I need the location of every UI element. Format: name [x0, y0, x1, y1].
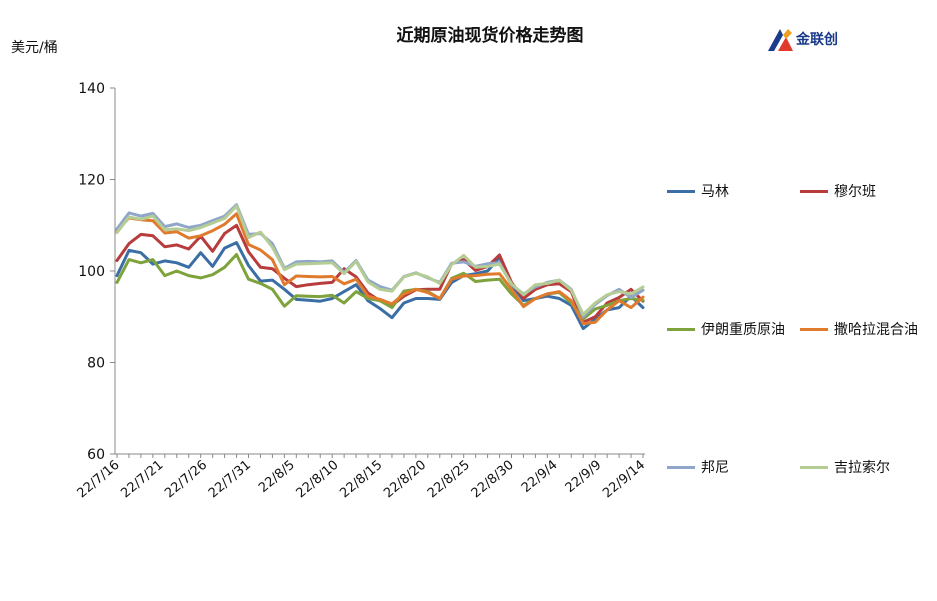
x-tick-label: 22/8/30 — [469, 458, 517, 502]
x-tick-label: 22/8/20 — [381, 458, 429, 502]
brand-logo: 金联创 — [766, 27, 856, 53]
legend-swatch — [667, 327, 695, 331]
legend-swatch — [667, 189, 695, 193]
legend-item: 马林 — [667, 181, 729, 201]
y-tick-label: 60 — [87, 447, 105, 463]
legend-item: 伊朗重质原油 — [667, 319, 785, 339]
legend-swatch — [667, 465, 695, 469]
y-tick-label: 80 — [87, 356, 105, 372]
x-tick-label: 22/8/5 — [256, 458, 298, 496]
x-tick-label: 22/9/14 — [600, 458, 648, 502]
x-tick-label: 22/7/31 — [206, 458, 254, 502]
series-line-6 — [115, 204, 645, 316]
legend-item: 邦尼 — [667, 457, 729, 477]
x-tick-label: 22/7/26 — [162, 458, 210, 502]
legend-item: 撒哈拉混合油 — [800, 319, 918, 339]
legend-swatch — [800, 465, 828, 469]
y-tick-label: 100 — [78, 264, 105, 280]
legend-label: 撒哈拉混合油 — [834, 322, 918, 338]
legend-swatch — [800, 189, 828, 193]
chart-series — [115, 203, 645, 331]
legend-label: 马林 — [701, 184, 729, 200]
x-tick-label: 22/8/25 — [425, 458, 473, 502]
legend-item: 穆尔班 — [800, 181, 876, 201]
y-tick-label: 140 — [78, 81, 105, 97]
legend-label: 吉拉索尔 — [834, 460, 890, 476]
series-line-1 — [115, 241, 645, 331]
x-tick-label: 22/8/15 — [337, 458, 385, 502]
chart-title: 近期原油现货价格走势图 — [396, 26, 584, 46]
x-tick-label: 22/7/21 — [118, 458, 166, 502]
legend-item: 吉拉索尔 — [800, 457, 890, 477]
logo-text: 金联创 — [796, 32, 838, 48]
legend-swatch — [800, 327, 828, 331]
x-tick-label: 22/9/9 — [563, 458, 605, 496]
legend-label: 穆尔班 — [834, 184, 876, 200]
y-axis-unit: 美元/桶 — [11, 40, 58, 56]
x-tick-label: 22/7/16 — [75, 458, 123, 502]
series-line-4 — [115, 212, 645, 326]
x-tick-label: 22/9/4 — [519, 458, 561, 496]
legend-label: 邦尼 — [701, 460, 729, 476]
y-tick-label: 120 — [78, 173, 105, 189]
legend-label: 伊朗重质原油 — [701, 322, 785, 338]
x-tick-label: 22/8/10 — [294, 458, 342, 502]
logo-mark-icon — [768, 29, 793, 51]
